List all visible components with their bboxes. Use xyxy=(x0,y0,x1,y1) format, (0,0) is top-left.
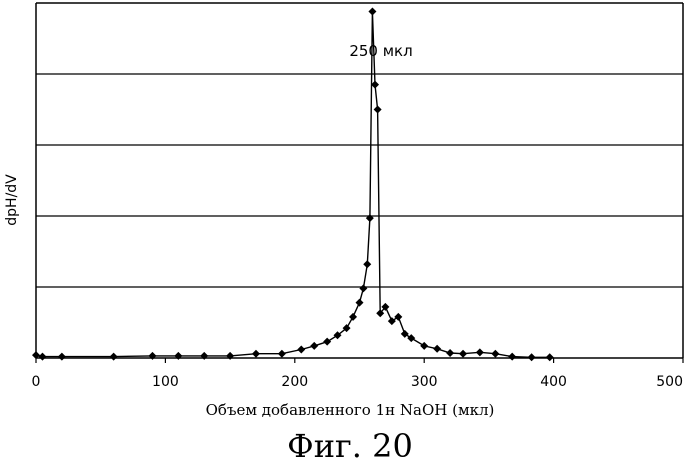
data-point xyxy=(356,299,364,307)
data-point xyxy=(349,313,357,321)
figure-caption: Фиг. 20 xyxy=(287,427,413,465)
data-point xyxy=(446,349,454,357)
data-series xyxy=(32,8,554,362)
data-point xyxy=(368,8,376,16)
data-point xyxy=(252,350,260,358)
data-point xyxy=(459,350,467,358)
x-axis-title: Объем добавленного 1н NaOH (мкл) xyxy=(206,401,495,419)
data-point xyxy=(401,330,409,338)
data-point xyxy=(310,342,318,350)
x-tick-label: 100 xyxy=(152,374,179,390)
data-point xyxy=(323,338,331,346)
x-tick-labels: 0 100 200 300 400 500 xyxy=(32,358,683,390)
peak-annotation: 250 мкл xyxy=(349,42,412,60)
data-point xyxy=(407,334,415,342)
data-point xyxy=(476,348,484,356)
y-axis-title: dpH/dV xyxy=(4,174,20,226)
data-point xyxy=(420,342,428,350)
data-point xyxy=(388,317,396,325)
data-point xyxy=(433,345,441,353)
data-point xyxy=(58,353,66,361)
x-tick-label: 300 xyxy=(411,374,438,390)
x-tick-label: 200 xyxy=(281,374,308,390)
data-point xyxy=(110,353,118,361)
series-line xyxy=(36,12,550,358)
data-point xyxy=(38,353,46,361)
data-point xyxy=(359,284,367,292)
gridlines xyxy=(36,74,683,287)
x-tick-label: 500 xyxy=(656,374,683,390)
data-point xyxy=(297,345,305,353)
data-point xyxy=(546,353,554,361)
data-point xyxy=(528,353,536,361)
data-point xyxy=(508,353,516,361)
data-point xyxy=(278,350,286,358)
data-point xyxy=(374,106,382,114)
data-point xyxy=(363,260,371,268)
data-point xyxy=(394,313,402,321)
data-point xyxy=(491,350,499,358)
data-point xyxy=(366,214,374,222)
x-tick-label: 400 xyxy=(540,374,567,390)
x-tick-label: 0 xyxy=(32,374,41,390)
